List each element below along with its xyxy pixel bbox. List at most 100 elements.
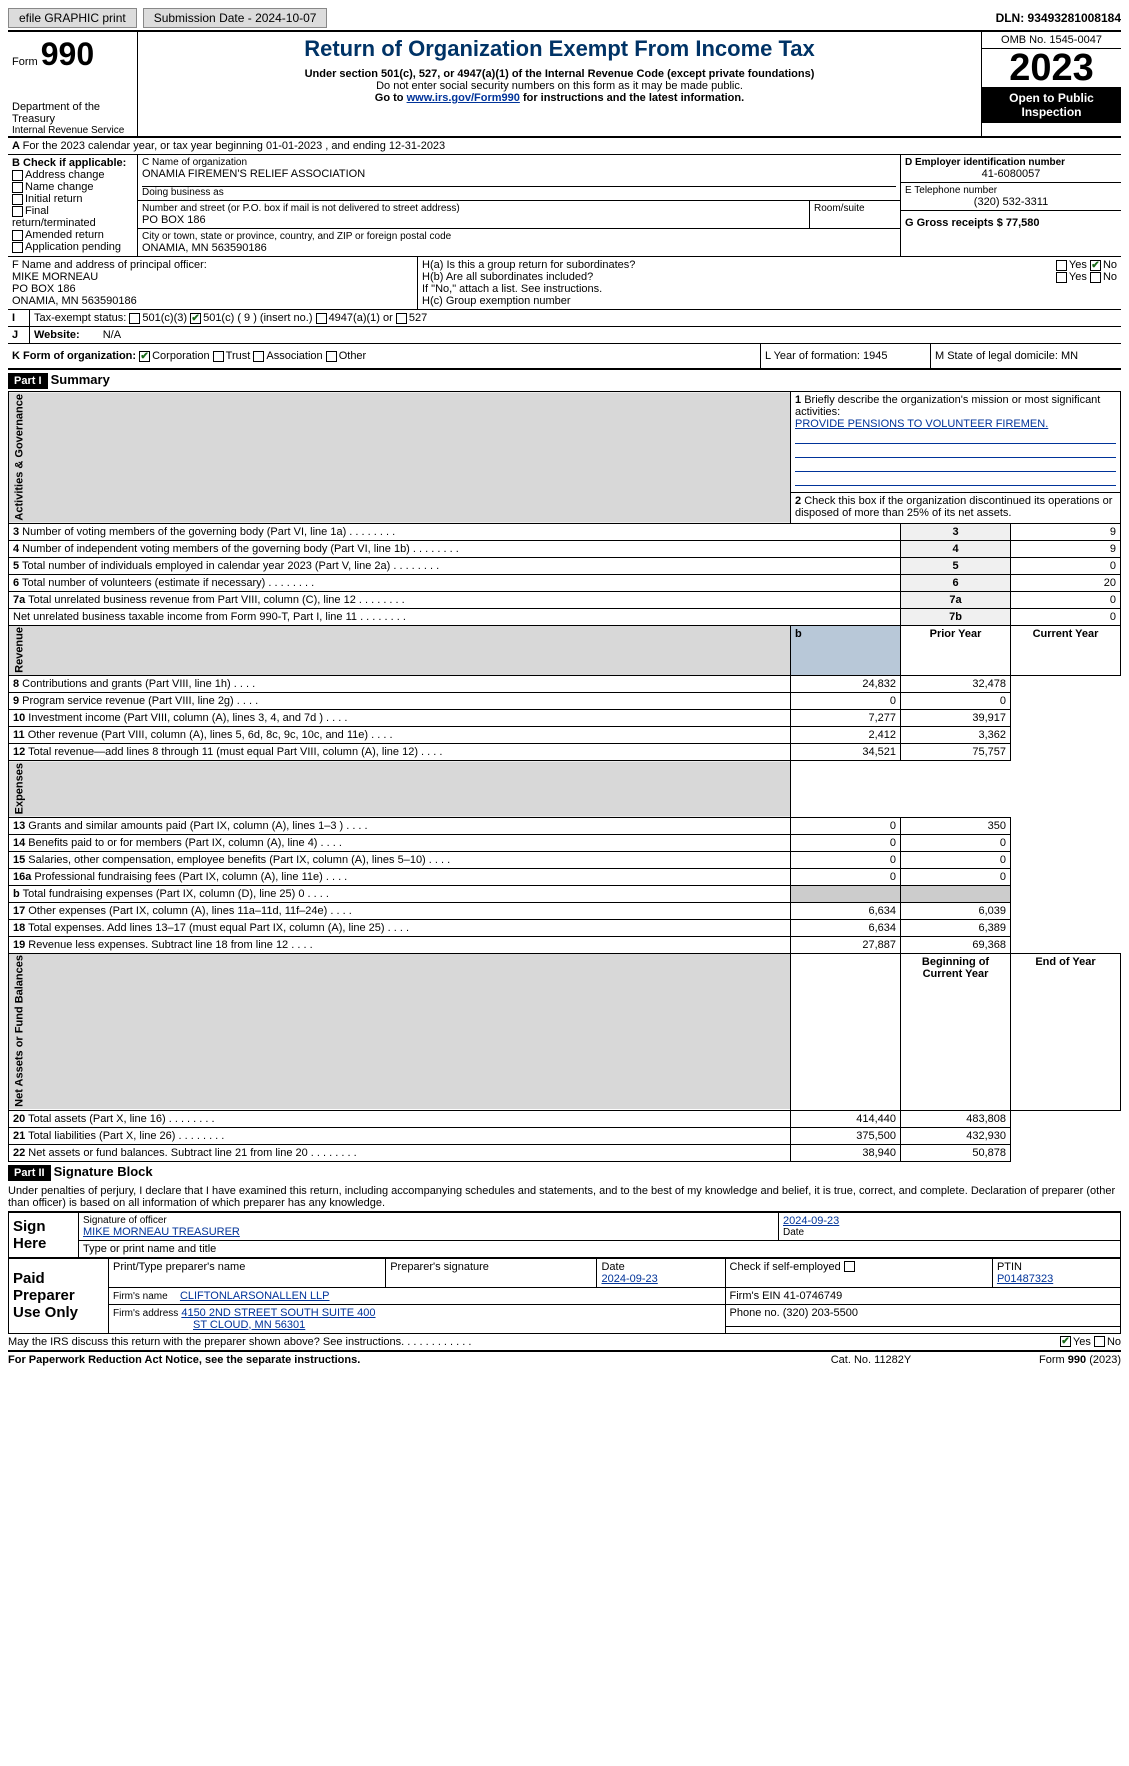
dln: DLN: 93493281008184 <box>996 11 1121 25</box>
hdr-b: b <box>791 625 901 676</box>
hdr-prior: Prior Year <box>901 625 1011 676</box>
firm-phone: Phone no. (320) 203-5500 <box>725 1304 1120 1326</box>
gross-receipts: G Gross receipts $ 77,580 <box>901 211 1121 235</box>
efile-print-button[interactable]: efile GRAPHIC print <box>8 8 137 28</box>
form-footer: Form 990 (2023) <box>971 1354 1121 1366</box>
subtitle-2: Do not enter social security numbers on … <box>142 80 977 92</box>
boxes-bcdefg: B Check if applicable: Address changeNam… <box>8 155 1121 256</box>
part2-title: Signature Block <box>54 1164 153 1179</box>
box-b-opt-1[interactable] <box>12 182 23 193</box>
ein: 41-6080057 <box>905 168 1117 180</box>
vert-net: Net Assets or Fund Balances <box>9 953 791 1110</box>
form-header: Form 990 Department of the Treasury Inte… <box>8 32 1121 138</box>
part2-bar: Part II <box>8 1165 51 1181</box>
dba-label: Doing business as <box>142 187 896 198</box>
hb-label: H(b) Are all subordinates included? <box>422 271 1056 283</box>
hdr-end: End of Year <box>1011 953 1121 1110</box>
box-b-label: B Check if applicable: <box>12 157 133 169</box>
tax-year: 2023 <box>982 49 1121 87</box>
vert-exp: Expenses <box>9 761 791 817</box>
officer-addr2: ONAMIA, MN 563590186 <box>12 295 413 307</box>
discuss-text: May the IRS discuss this return with the… <box>8 1336 1060 1348</box>
k-assoc[interactable] <box>253 351 264 362</box>
box-b-opt-3[interactable] <box>12 206 23 217</box>
i-527[interactable] <box>396 313 407 324</box>
box-j-label: Website: <box>34 329 80 341</box>
box-b-opt-2[interactable] <box>12 194 23 205</box>
pra-notice: For Paperwork Reduction Act Notice, see … <box>8 1354 771 1366</box>
firm-addr2: ST CLOUD, MN 56301 <box>193 1319 305 1331</box>
hb-yes[interactable] <box>1056 272 1067 283</box>
hc-label: H(c) Group exemption number <box>422 295 1117 307</box>
part1-title: Summary <box>51 372 110 387</box>
ha-yes[interactable] <box>1056 260 1067 271</box>
box-b-opt-5[interactable] <box>12 242 23 253</box>
self-emp-checkbox[interactable] <box>844 1261 855 1272</box>
k-other[interactable] <box>326 351 337 362</box>
hdr-beg: Beginning of Current Year <box>901 953 1011 1110</box>
top-bar: efile GRAPHIC print Submission Date - 20… <box>8 8 1121 32</box>
officer-name: MIKE MORNEAU <box>12 271 413 283</box>
form990-link[interactable]: www.irs.gov/Form990 <box>407 92 520 104</box>
boxes-fh: F Name and address of principal officer:… <box>8 256 1121 310</box>
box-d-label: D Employer identification number <box>905 157 1117 168</box>
irs-label: Internal Revenue Service <box>12 125 133 136</box>
type-name-label: Type or print name and title <box>79 1240 1121 1257</box>
sig-date: 2024-09-23 <box>783 1215 1116 1227</box>
box-b-opt-0[interactable] <box>12 170 23 181</box>
sign-here-block: Sign Here Signature of officer MIKE MORN… <box>8 1212 1121 1258</box>
summary-table: Activities & Governance 1 Briefly descri… <box>8 391 1121 1162</box>
box-m: M State of legal domicile: MN <box>931 344 1121 368</box>
k-corp[interactable] <box>139 351 150 362</box>
line-a: A For the 2023 calendar year, or tax yea… <box>8 138 1121 155</box>
street: PO BOX 186 <box>142 214 805 226</box>
prep-sig-label: Preparer's signature <box>386 1258 597 1287</box>
vert-gov: Activities & Governance <box>9 392 791 524</box>
k-trust[interactable] <box>213 351 224 362</box>
website: N/A <box>103 329 121 341</box>
form-label: Form <box>12 56 38 68</box>
hb-note: If "No," attach a list. See instructions… <box>422 283 1117 295</box>
box-b-opt-4[interactable] <box>12 230 23 241</box>
l1-label: Briefly describe the organization's miss… <box>795 394 1100 418</box>
paid-label: Paid Preparer Use Only <box>9 1258 109 1333</box>
paid-preparer-block: Paid Preparer Use Only Print/Type prepar… <box>8 1258 1121 1334</box>
prep-date: 2024-09-23 <box>601 1273 657 1285</box>
room-label: Room/suite <box>810 201 900 228</box>
box-c-name-label: C Name of organization <box>142 157 896 168</box>
box-e-label: E Telephone number <box>905 185 1117 196</box>
l2: Check this box if the organization disco… <box>795 495 1112 519</box>
form-number: 990 <box>41 36 94 72</box>
ha-label: H(a) Is this a group return for subordin… <box>422 259 1056 271</box>
street-label: Number and street (or P.O. box if mail i… <box>142 203 805 214</box>
city-label: City or town, state or province, country… <box>142 231 896 242</box>
sig-date-label: Date <box>783 1227 1116 1238</box>
self-emp: Check if self-employed <box>725 1258 992 1287</box>
phone: (320) 532-3311 <box>905 196 1117 208</box>
box-l: L Year of formation: 1945 <box>761 344 931 368</box>
discuss-no[interactable] <box>1094 1336 1105 1347</box>
i-501c[interactable] <box>190 313 201 324</box>
l1-value: PROVIDE PENSIONS TO VOLUNTEER FIREMEN. <box>795 418 1048 430</box>
firm-ein: Firm's EIN 41-0746749 <box>725 1287 1120 1304</box>
city: ONAMIA, MN 563590186 <box>142 242 896 254</box>
discuss-yes[interactable] <box>1060 1336 1071 1347</box>
box-i-label: Tax-exempt status: <box>34 312 126 324</box>
firm-addr1: 4150 2ND STREET SOUTH SUITE 400 <box>181 1307 375 1319</box>
sig-para: Under penalties of perjury, I declare th… <box>8 1183 1121 1212</box>
i-501c3[interactable] <box>129 313 140 324</box>
cat-no: Cat. No. 11282Y <box>771 1354 971 1366</box>
ha-no[interactable] <box>1090 260 1101 271</box>
prep-name-label: Print/Type preparer's name <box>109 1258 386 1287</box>
vert-rev: Revenue <box>9 625 791 676</box>
officer-addr1: PO BOX 186 <box>12 283 413 295</box>
submission-date: Submission Date - 2024-10-07 <box>143 8 328 28</box>
hb-no[interactable] <box>1090 272 1101 283</box>
ptin: P01487323 <box>997 1273 1053 1285</box>
open-inspection: Open to Public Inspection <box>982 87 1121 123</box>
i-4947[interactable] <box>316 313 327 324</box>
dept-treasury: Department of the Treasury <box>12 101 133 125</box>
part1-bar: Part I <box>8 373 48 389</box>
org-name: ONAMIA FIREMEN'S RELIEF ASSOCIATION <box>142 168 896 180</box>
sig-officer-name: MIKE MORNEAU TREASURER <box>83 1226 774 1238</box>
